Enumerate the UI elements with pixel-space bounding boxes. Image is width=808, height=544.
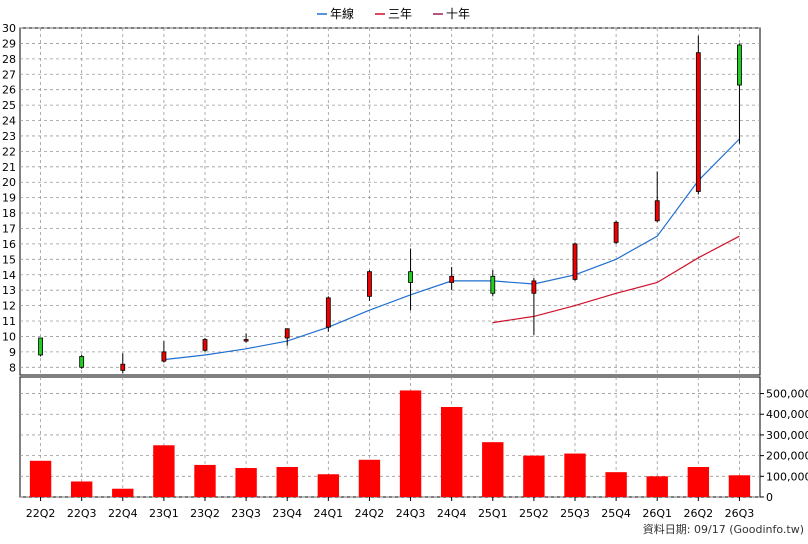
x-tick-label: 23Q3 <box>231 507 261 520</box>
candle-body <box>38 337 43 356</box>
candle-body <box>695 52 701 192</box>
price-tick-label: 27 <box>2 68 16 81</box>
x-tick-label: 26Q2 <box>684 507 714 520</box>
x-tick-label: 25Q4 <box>601 507 631 520</box>
price-tick-label: 17 <box>2 222 16 235</box>
x-tick-label: 24Q3 <box>396 507 426 520</box>
price-axis: 8 9 10 11 12 13 14 15 16 17 18 19 20 21 22 23 24 25 26 27 28… <box>2 22 16 374</box>
price-tick-label: 9 <box>9 346 16 359</box>
candle-body <box>243 339 249 342</box>
candle-body <box>613 221 619 243</box>
volume-tick-label: 500,000 <box>766 388 808 401</box>
legend-label: 年線 <box>330 6 354 21</box>
price-tick-label: 19 <box>2 192 16 205</box>
candle-body <box>737 44 742 86</box>
price-tick-label: 22 <box>2 145 16 158</box>
volume-bar <box>153 445 175 497</box>
volume-bar <box>728 475 751 497</box>
x-tick-label: 25Q2 <box>519 507 549 520</box>
price-tick-label: 18 <box>2 207 16 220</box>
price-tick-label: 11 <box>2 315 16 328</box>
price-tick-label: 23 <box>2 130 16 143</box>
volume-bar <box>646 476 668 497</box>
x-tick-label: 22Q2 <box>26 507 56 520</box>
price-tick-label: 26 <box>2 84 16 97</box>
candle-body <box>449 275 455 283</box>
price-tick-label: 10 <box>2 330 16 343</box>
volume-bars <box>29 390 751 497</box>
x-tick-label: 23Q2 <box>190 507 220 520</box>
volume-bar <box>482 442 504 497</box>
price-tick-label: 13 <box>2 284 16 297</box>
footer-note: 資料日期: 09/17 (Goodinfo.tw) <box>643 522 804 536</box>
legend-label: 十年 <box>446 7 470 21</box>
candle-body <box>120 363 126 371</box>
price-tick-label: 12 <box>2 300 16 313</box>
price-tick-label: 29 <box>2 37 16 50</box>
volume-bar <box>605 472 627 497</box>
volume-bar <box>440 407 463 497</box>
candle-body <box>202 339 208 351</box>
volume-bar <box>70 481 93 497</box>
candle-body <box>654 200 660 222</box>
volume-bar <box>317 474 340 497</box>
x-tick-label: 22Q3 <box>67 507 97 520</box>
volume-bar <box>235 468 257 497</box>
x-tick-label: 24Q4 <box>437 507 467 520</box>
x-tick-label: 26Q3 <box>725 507 755 520</box>
candle-body <box>367 271 372 297</box>
volume-bar <box>276 467 298 497</box>
price-grid <box>19 27 761 376</box>
x-tick-label: 23Q1 <box>149 507 179 520</box>
candle-body <box>325 297 331 328</box>
price-tick-label: 15 <box>2 253 16 266</box>
price-tick-label: 28 <box>2 53 16 66</box>
volume-bar <box>112 488 134 497</box>
volume-bar <box>29 460 52 497</box>
volume-axis: 0 100,000 200,000 300,000 400,000 500,000 <box>760 388 808 504</box>
volume-bar <box>564 453 586 497</box>
price-tick-label: 24 <box>2 115 16 128</box>
x-tick-label: 24Q2 <box>355 507 385 520</box>
x-tick-label: 26Q1 <box>642 507 672 520</box>
price-tick-label: 21 <box>2 161 16 174</box>
volume-tick-label: 0 <box>766 491 773 504</box>
price-tick-label: 16 <box>2 238 16 251</box>
candles <box>38 35 742 374</box>
candle-body <box>572 243 578 280</box>
price-tick-label: 20 <box>2 176 16 189</box>
volume-bar <box>523 455 545 497</box>
candle-body <box>408 271 413 283</box>
legend: 年線 三年 十年 <box>317 6 470 21</box>
volume-panel-frame <box>19 376 761 498</box>
price-tick-label: 8 <box>9 361 16 374</box>
x-tick-label: 25Q3 <box>560 507 590 520</box>
x-tick-label: 23Q4 <box>272 507 302 520</box>
volume-bar <box>194 464 216 497</box>
candle-body <box>79 356 85 368</box>
x-tick-label: 22Q4 <box>108 507 138 520</box>
volume-bar <box>358 459 381 497</box>
candle-body <box>161 351 167 362</box>
candle-body <box>284 328 290 339</box>
price-tick-label: 14 <box>2 269 16 282</box>
legend-label: 三年 <box>388 7 412 21</box>
volume-bar <box>687 467 710 497</box>
price-panel-frame <box>19 27 761 376</box>
volume-tick-label: 200,000 <box>766 450 808 463</box>
volume-tick-label: 300,000 <box>766 429 808 442</box>
x-tick-label: 24Q1 <box>314 507 344 520</box>
volume-tick-label: 400,000 <box>766 408 808 421</box>
price-tick-label: 30 <box>2 22 16 35</box>
candle-body <box>531 280 537 294</box>
x-tick-label: 25Q1 <box>478 507 508 520</box>
volume-tick-label: 100,000 <box>766 470 808 483</box>
volume-grid <box>19 376 761 498</box>
x-axis: 22Q2 22Q3 22Q4 23Q1 23Q2 23Q3 23Q4 24Q1 24Q2 24Q3… <box>26 497 755 520</box>
price-tick-label: 25 <box>2 99 16 112</box>
candle-body <box>490 275 496 294</box>
volume-bar <box>399 390 422 497</box>
